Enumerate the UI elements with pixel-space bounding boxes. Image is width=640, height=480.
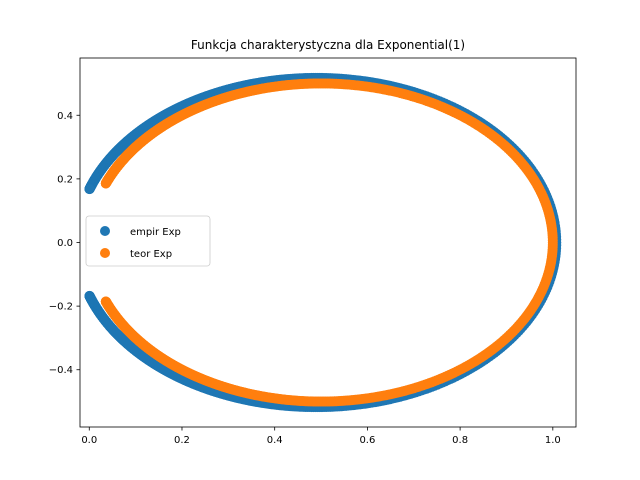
legend: empir Exp teor Exp <box>85 215 211 267</box>
scatter-point <box>84 184 95 195</box>
y-tick-label: −0.2 <box>49 302 73 313</box>
x-tick-label: 0.2 <box>174 435 190 446</box>
y-tick-label: 0.4 <box>57 111 73 122</box>
x-tick-label: 0.4 <box>267 435 283 446</box>
legend-marker <box>100 248 110 258</box>
legend-label: empir Exp <box>130 227 181 238</box>
series-teor <box>100 78 558 407</box>
y-tick-label: 0.0 <box>57 238 73 249</box>
scatter-point <box>100 178 111 189</box>
axes: 0.0 0.2 0.4 0.6 0.8 1.0 −0.4 −0.2 0.0 0.2 0.4 <box>49 57 577 446</box>
x-tick-label: 0.0 <box>81 435 97 446</box>
x-tick-label: 0.6 <box>359 435 375 446</box>
legend-marker <box>100 226 110 236</box>
legend-label: teor Exp <box>130 249 172 260</box>
y-tick-label: −0.4 <box>49 365 73 376</box>
x-tick-label: 1.0 <box>545 435 561 446</box>
y-tick-label: 0.2 <box>57 174 73 185</box>
x-tick-label: 0.8 <box>452 435 468 446</box>
plot-area <box>84 72 562 413</box>
chart-title: Funkcja charakterystyczna dla Exponentia… <box>191 38 465 52</box>
legend-box <box>85 215 211 267</box>
